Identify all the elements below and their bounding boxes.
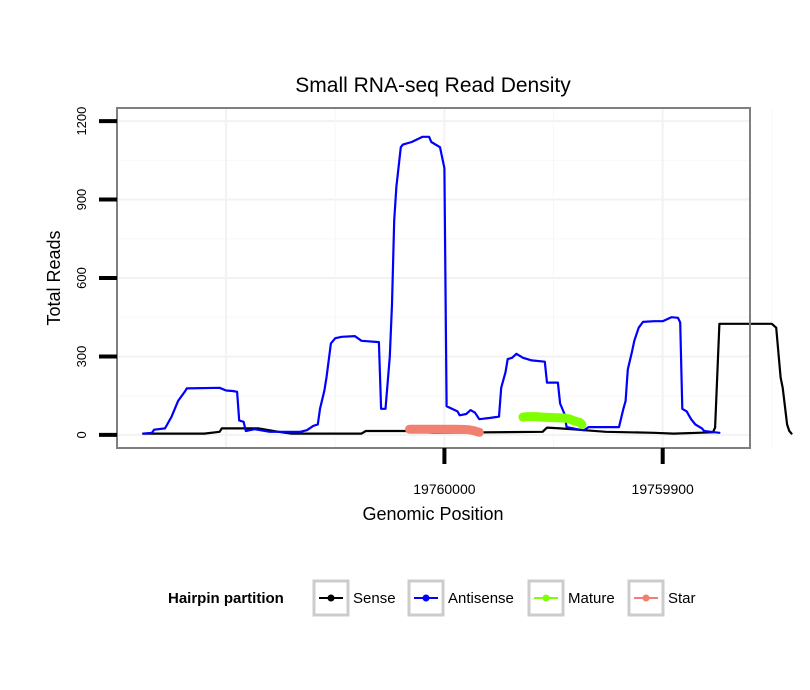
legend-label-mature: Mature	[568, 590, 615, 607]
series-line-antisense	[142, 135, 721, 435]
x-tick-label: 19760000	[413, 481, 476, 497]
y-axis: 0 300 600 900 1200	[74, 107, 117, 439]
y-tick-label: 0	[74, 431, 89, 438]
y-tick-label: 1200	[74, 107, 89, 136]
x-tick-label: 19759900	[632, 481, 695, 497]
y-tick-label: 900	[74, 189, 89, 211]
series-line-star	[405, 424, 484, 437]
legend-label-star: Star	[668, 590, 696, 607]
y-tick-label: 300	[74, 346, 89, 368]
series-line-sense	[142, 322, 793, 435]
legend-key-dot	[327, 594, 335, 602]
legend-label-sense: Sense	[353, 590, 396, 607]
legend: Hairpin partition Sense Antisense Mature St…	[168, 579, 696, 617]
y-axis-label: Total Reads	[44, 230, 64, 325]
legend-key-dot	[642, 594, 650, 602]
x-axis: 19760000 19759900	[413, 448, 694, 497]
legend-title: Hairpin partition	[168, 590, 284, 607]
x-axis-label: Genomic Position	[362, 504, 503, 524]
y-tick-label: 600	[74, 267, 89, 289]
series-line-mature	[518, 412, 587, 429]
chart-title: Small RNA-seq Read Density	[295, 74, 571, 97]
series-lines	[142, 135, 793, 437]
legend-label-antisense: Antisense	[448, 590, 514, 607]
legend-key-dot	[542, 594, 550, 602]
legend-key-dot	[422, 594, 430, 602]
